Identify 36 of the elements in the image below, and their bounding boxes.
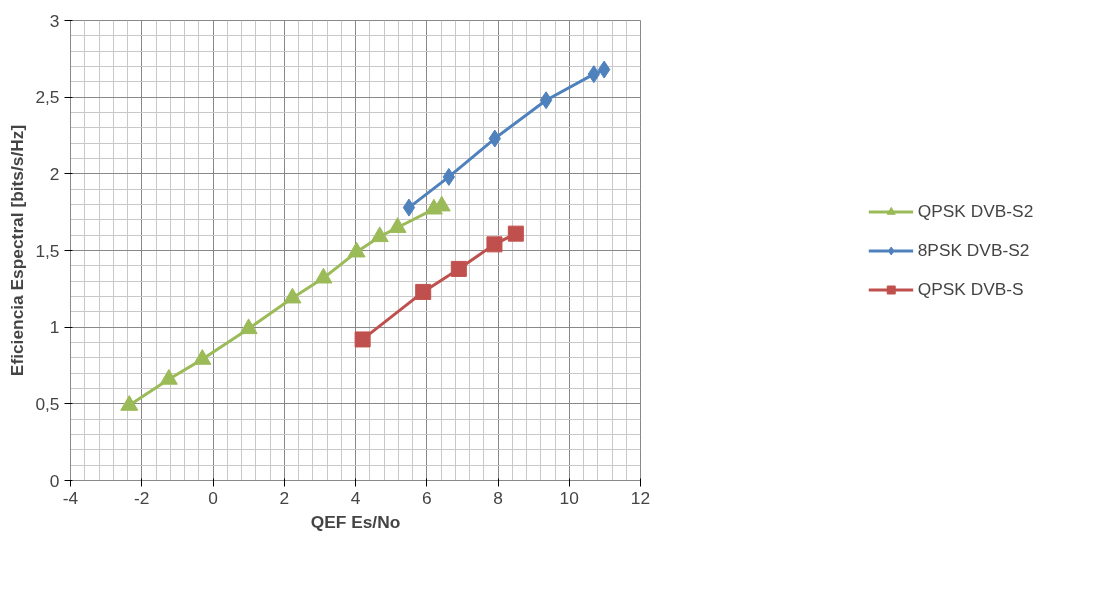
x-tick-label: -2 [134, 487, 150, 508]
y-tick-label: 3 [49, 10, 60, 31]
y-axis-title: Eficiencia Espectral [bits/s/Hz] [7, 124, 28, 377]
point [239, 318, 258, 335]
point [314, 267, 333, 284]
point [370, 226, 389, 243]
x-tick-label: -4 [62, 487, 79, 508]
point [402, 198, 416, 217]
point [507, 225, 524, 242]
point [539, 91, 553, 110]
y-tick-label: 2,5 [35, 87, 60, 108]
legend-label: 8PSK DVB-S2 [917, 239, 1030, 261]
legend-label: QPSK DVB-S [917, 278, 1024, 300]
point [450, 260, 467, 277]
point [159, 368, 178, 385]
point [347, 241, 366, 258]
point [388, 217, 407, 233]
y-tick-label: 1 [49, 317, 60, 338]
y-tick-label: 0,5 [35, 393, 60, 414]
point [193, 349, 212, 365]
x-tick-label: 4 [350, 487, 361, 508]
x-tick-label: 8 [493, 487, 503, 508]
point [486, 236, 503, 253]
point [283, 287, 302, 304]
legend-label: QPSK DVB-S2 [917, 200, 1034, 222]
y-tick-label: 1,5 [35, 240, 60, 261]
x-tick-label: 12 [630, 487, 651, 508]
y-tick-label: 0 [49, 470, 60, 491]
y-tick-label: 2 [49, 163, 60, 184]
point [120, 395, 139, 411]
x-tick-label: 10 [559, 487, 579, 508]
point [415, 283, 432, 300]
x-axis-title: QEF Es/No [310, 511, 401, 532]
x-tick-label: 0 [208, 487, 218, 508]
x-tick-label: 6 [421, 487, 432, 508]
x-tick-label: 2 [279, 487, 290, 508]
